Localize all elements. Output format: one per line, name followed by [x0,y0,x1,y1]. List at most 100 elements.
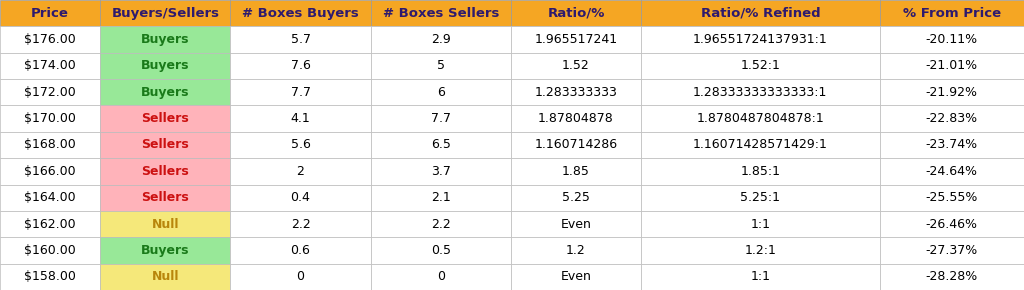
Text: 0.5: 0.5 [431,244,451,257]
Bar [511,184,641,211]
Text: 2.2: 2.2 [431,218,451,231]
Text: 5.25:1: 5.25:1 [740,191,780,204]
Bar [0,132,100,158]
Text: 5.25: 5.25 [562,191,590,204]
Bar [511,53,641,79]
Text: 1.283333333: 1.283333333 [535,86,617,99]
Text: 1.96551724137931:1: 1.96551724137931:1 [693,33,827,46]
Text: Ratio/%: Ratio/% [547,7,605,20]
Bar [641,237,880,264]
Bar [100,211,230,237]
Text: $160.00: $160.00 [25,244,76,257]
Bar [100,237,230,264]
Text: Ratio/% Refined: Ratio/% Refined [700,7,820,20]
Text: Buyers: Buyers [141,244,189,257]
Bar [230,158,371,184]
Text: -23.74%: -23.74% [926,139,978,151]
Text: 1.28333333333333:1: 1.28333333333333:1 [693,86,827,99]
Bar [641,26,880,53]
Text: 7.7: 7.7 [291,86,310,99]
Bar [880,158,1024,184]
Text: Price: Price [32,7,69,20]
Bar [230,106,371,132]
Text: -25.55%: -25.55% [926,191,978,204]
Bar [511,132,641,158]
Bar [880,264,1024,290]
Bar [880,237,1024,264]
Text: 1.85:1: 1.85:1 [740,165,780,178]
Bar [641,132,880,158]
Text: Even: Even [560,218,592,231]
Text: 1.16071428571429:1: 1.16071428571429:1 [693,139,827,151]
Bar [511,264,641,290]
Text: 1.2: 1.2 [566,244,586,257]
Text: 5.6: 5.6 [291,139,310,151]
Bar [0,237,100,264]
Bar [641,184,880,211]
Text: 6.5: 6.5 [431,139,451,151]
Text: Buyers: Buyers [141,86,189,99]
Text: 1.52: 1.52 [562,59,590,72]
Bar [641,53,880,79]
Bar [511,26,641,53]
Text: 1.85: 1.85 [562,165,590,178]
Text: 1:1: 1:1 [751,270,770,283]
Bar [100,106,230,132]
Text: -20.11%: -20.11% [926,33,978,46]
Bar [371,53,511,79]
Text: Sellers: Sellers [141,165,189,178]
Bar [100,264,230,290]
Bar [641,211,880,237]
Bar [230,211,371,237]
Text: Sellers: Sellers [141,139,189,151]
Bar [0,0,100,26]
Text: 2.2: 2.2 [291,218,310,231]
Text: 1.2:1: 1.2:1 [744,244,776,257]
Bar [511,0,641,26]
Text: 2.9: 2.9 [431,33,451,46]
Bar [230,184,371,211]
Text: # Boxes Sellers: # Boxes Sellers [383,7,499,20]
Bar [880,79,1024,106]
Bar [100,158,230,184]
Text: 1.965517241: 1.965517241 [535,33,617,46]
Text: -24.64%: -24.64% [926,165,978,178]
Bar [880,106,1024,132]
Bar [641,106,880,132]
Bar [230,0,371,26]
Bar [0,211,100,237]
Bar [230,53,371,79]
Bar [371,158,511,184]
Text: Sellers: Sellers [141,191,189,204]
Text: -21.92%: -21.92% [926,86,978,99]
Bar [0,184,100,211]
Bar [880,211,1024,237]
Text: -26.46%: -26.46% [926,218,978,231]
Bar [100,79,230,106]
Bar [230,132,371,158]
Text: $174.00: $174.00 [25,59,76,72]
Text: 7.7: 7.7 [431,112,451,125]
Text: Sellers: Sellers [141,112,189,125]
Bar [371,237,511,264]
Bar [511,237,641,264]
Text: 1.8780487804878:1: 1.8780487804878:1 [696,112,824,125]
Bar [371,26,511,53]
Text: 5: 5 [437,59,444,72]
Text: 3.7: 3.7 [431,165,451,178]
Bar [0,158,100,184]
Bar [100,53,230,79]
Text: $164.00: $164.00 [25,191,76,204]
Bar [880,26,1024,53]
Bar [0,79,100,106]
Text: $162.00: $162.00 [25,218,76,231]
Text: 5.7: 5.7 [291,33,310,46]
Text: $166.00: $166.00 [25,165,76,178]
Text: $170.00: $170.00 [25,112,76,125]
Text: Buyers: Buyers [141,33,189,46]
Text: -21.01%: -21.01% [926,59,978,72]
Bar [0,106,100,132]
Bar [641,264,880,290]
Bar [230,79,371,106]
Text: $176.00: $176.00 [25,33,76,46]
